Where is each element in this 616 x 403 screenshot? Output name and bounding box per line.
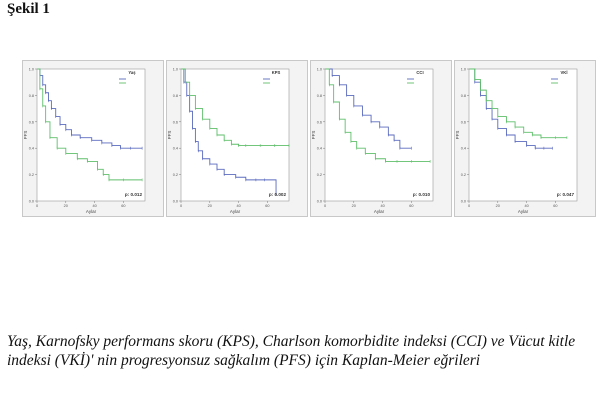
x-tick-label: 20 <box>208 204 212 208</box>
y-tick-label: 1.0 <box>173 68 178 72</box>
y-tick-label: 0.0 <box>317 200 322 204</box>
y-tick-label: 0.8 <box>461 94 466 98</box>
y-tick-label: 0.4 <box>461 147 466 151</box>
p-value-label: p: 0.010 <box>413 192 431 197</box>
km-plot-svg: 0.0 0.2 0.4 0.6 0.8 1.0 0 20 40 60 Aylar PFS KPS p: 0… <box>167 68 290 214</box>
x-tick-label: 40 <box>236 204 240 208</box>
y-tick-label: 0.4 <box>173 147 178 151</box>
x-tick-label: 40 <box>524 204 528 208</box>
y-axis-label: PFS <box>167 131 172 140</box>
x-tick-label: 40 <box>92 204 96 208</box>
x-tick-label: 40 <box>380 204 384 208</box>
x-tick-label: 60 <box>265 204 269 208</box>
x-tick-label: 20 <box>496 204 500 208</box>
y-tick-label: 0.0 <box>461 200 466 204</box>
km-plot-svg: 0.0 0.2 0.4 0.6 0.8 1.0 0 20 40 60 Aylar PFS Yaş p: 0… <box>23 68 146 214</box>
p-value-label: p: 0.002 <box>269 192 287 197</box>
y-tick-label: 1.0 <box>29 68 34 72</box>
x-axis-label: Aylar <box>518 209 529 214</box>
km-chart-1: 0.0 0.2 0.4 0.6 0.8 1.0 0 20 40 60 Aylar PFS Yaş p: 0… <box>22 60 164 217</box>
y-tick-label: 0.8 <box>173 94 178 98</box>
x-tick-label: 60 <box>121 204 125 208</box>
figure-caption: Yaş, Karnofsky performans skoru (KPS), C… <box>7 333 576 369</box>
x-tick-label: 20 <box>64 204 68 208</box>
y-axis-label: PFS <box>311 131 316 140</box>
y-tick-label: 1.0 <box>317 68 322 72</box>
plot-area <box>180 68 290 202</box>
x-tick-label: 0 <box>468 204 470 208</box>
y-tick-label: 0.2 <box>317 173 322 177</box>
plot-area <box>36 68 146 202</box>
legend-title: CCI <box>416 70 423 75</box>
y-tick-label: 0.4 <box>29 147 34 151</box>
y-axis-label: PFS <box>23 131 28 140</box>
x-axis-label: Aylar <box>230 209 241 214</box>
km-curve-series-1 <box>37 68 143 149</box>
y-tick-label: 0.2 <box>461 173 466 177</box>
x-tick-label: 60 <box>409 204 413 208</box>
x-tick-label: 20 <box>352 204 356 208</box>
y-tick-label: 0.2 <box>29 173 34 177</box>
legend-title: KPS <box>272 70 281 75</box>
km-chart-3: 0.0 0.2 0.4 0.6 0.8 1.0 0 20 40 60 Aylar PFS CCI p: 0… <box>310 60 452 217</box>
km-chart-2: 0.0 0.2 0.4 0.6 0.8 1.0 0 20 40 60 Aylar PFS KPS p: 0… <box>166 60 308 217</box>
p-value-label: p: 0.012 <box>125 192 143 197</box>
y-tick-label: 0.6 <box>461 120 466 124</box>
x-tick-label: 60 <box>553 204 557 208</box>
km-plot-svg: 0.0 0.2 0.4 0.6 0.8 1.0 0 20 40 60 Aylar PFS VKİ p: 0… <box>455 68 578 214</box>
y-tick-label: 0.2 <box>173 173 178 177</box>
km-curve-series-1 <box>325 68 412 149</box>
y-tick-label: 0.8 <box>29 94 34 98</box>
km-chart-4: 0.0 0.2 0.4 0.6 0.8 1.0 0 20 40 60 Aylar PFS VKİ p: 0… <box>454 60 596 217</box>
figure-title: Şekil 1 <box>7 1 50 17</box>
legend-title: Yaş <box>128 70 136 75</box>
y-tick-label: 0.4 <box>317 147 322 151</box>
y-tick-label: 0.0 <box>29 200 34 204</box>
km-curve-series-2 <box>469 68 567 139</box>
x-axis-label: Aylar <box>86 209 97 214</box>
y-tick-label: 1.0 <box>461 68 466 72</box>
x-tick-label: 0 <box>324 204 326 208</box>
y-tick-label: 0.6 <box>173 120 178 124</box>
km-plot-svg: 0.0 0.2 0.4 0.6 0.8 1.0 0 20 40 60 Aylar PFS CCI p: 0… <box>311 68 434 214</box>
y-tick-label: 0.6 <box>317 120 322 124</box>
y-axis-label: PFS <box>455 131 460 140</box>
plot-area <box>468 68 578 202</box>
y-tick-label: 0.8 <box>317 94 322 98</box>
x-axis-label: Aylar <box>374 209 385 214</box>
x-tick-label: 0 <box>180 204 182 208</box>
plot-area <box>324 68 434 202</box>
y-tick-label: 0.0 <box>173 200 178 204</box>
p-value-label: p: 0.047 <box>557 192 575 197</box>
legend-title: VKİ <box>561 70 568 75</box>
km-curve-series-2 <box>181 68 289 147</box>
x-tick-label: 0 <box>36 204 38 208</box>
y-tick-label: 0.6 <box>29 120 34 124</box>
